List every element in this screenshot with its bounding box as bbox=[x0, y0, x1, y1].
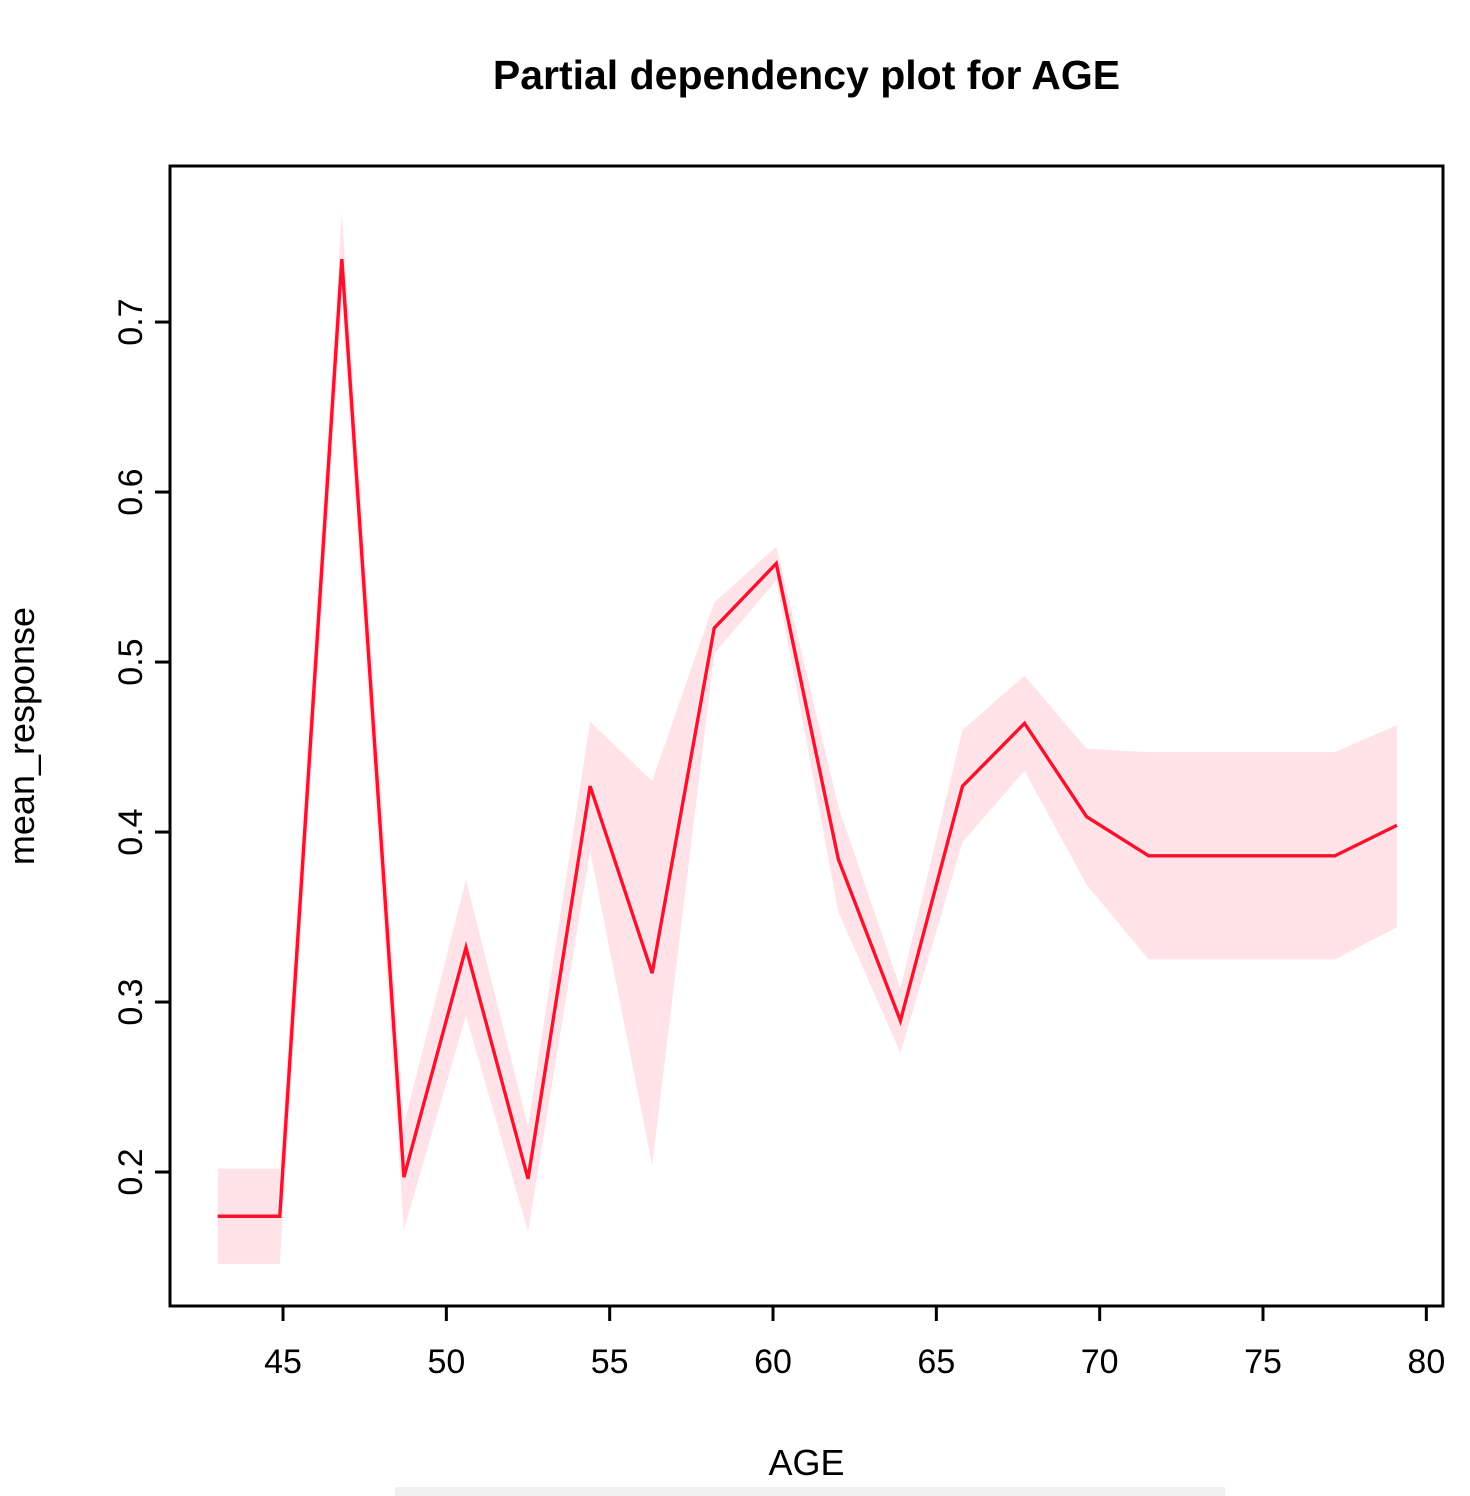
bottom-strip bbox=[395, 1487, 1225, 1496]
mean-response-line bbox=[217, 259, 1398, 1218]
x-tick-label: 60 bbox=[754, 1343, 792, 1381]
y-tick-label: 0.3 bbox=[112, 978, 150, 1025]
y-tick-label: 0.7 bbox=[112, 298, 150, 345]
x-tick-label: 80 bbox=[1407, 1343, 1445, 1381]
x-axis-label: AGE bbox=[768, 1442, 845, 1483]
x-tick-label: 55 bbox=[591, 1343, 629, 1381]
y-tick-label: 0.5 bbox=[112, 638, 150, 685]
x-tick-label: 65 bbox=[917, 1343, 955, 1381]
x-tick-label: 50 bbox=[427, 1343, 465, 1381]
chart-title: Partial dependency plot for AGE bbox=[492, 52, 1121, 98]
plot-box bbox=[168, 164, 1445, 1308]
y-tick-label: 0.6 bbox=[112, 468, 150, 515]
x-tick-label: 45 bbox=[264, 1343, 302, 1381]
x-tick-label: 70 bbox=[1081, 1343, 1119, 1381]
y-tick-label: 0.2 bbox=[112, 1148, 150, 1195]
y-tick-label: 0.4 bbox=[112, 808, 150, 855]
confidence-band bbox=[217, 213, 1397, 1264]
x-tick-label: 75 bbox=[1244, 1343, 1282, 1381]
